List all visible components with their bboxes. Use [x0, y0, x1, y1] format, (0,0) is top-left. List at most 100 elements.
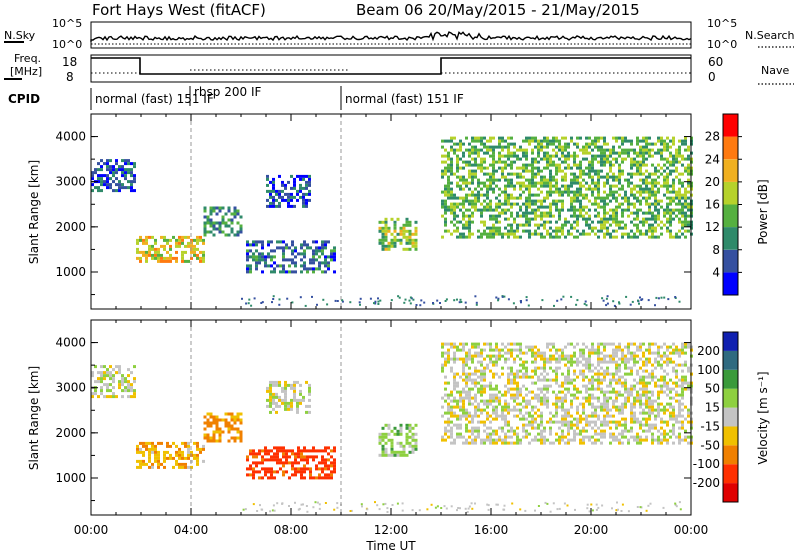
echo-cell [399, 232, 403, 236]
echo-cell [555, 139, 558, 143]
echo-cell [504, 226, 507, 230]
echo-cell [405, 241, 409, 245]
echo-cell [303, 464, 306, 468]
echo-cell [471, 441, 474, 445]
echo-cell [492, 441, 495, 445]
echo-cell [465, 208, 468, 212]
echo-cell [302, 177, 305, 181]
echo-cell [645, 417, 648, 421]
echo-cell [127, 368, 130, 372]
echo-cell [136, 444, 139, 448]
echo-cell [597, 348, 600, 352]
echo-cell [552, 175, 555, 179]
echo-cell [516, 435, 519, 439]
echo-cell [471, 420, 474, 424]
echo-cell [453, 399, 456, 403]
echo-cell [333, 467, 336, 471]
echo-cell [492, 408, 495, 412]
echo-cell [525, 178, 528, 182]
echo-cell [624, 136, 627, 140]
echo-cell [567, 378, 570, 382]
echo-cell [642, 393, 645, 397]
echo-cell [555, 381, 558, 385]
echo-cell [477, 360, 480, 364]
echo-cell [564, 235, 567, 239]
echo-cell [630, 435, 633, 439]
ground-scatter-cell [386, 507, 389, 510]
echo-cell [510, 202, 513, 206]
echo-cell [639, 378, 642, 382]
echo-cell [687, 208, 690, 212]
echo-cell [384, 220, 388, 224]
echo-cell [621, 157, 624, 161]
echo-cell [585, 357, 588, 361]
echo-cell [408, 444, 412, 448]
echo-cell [591, 148, 594, 152]
echo-cell [97, 189, 100, 193]
echo-cell [501, 208, 504, 212]
echo-cell [133, 177, 136, 181]
echo-cell [537, 414, 540, 418]
echo-cell [549, 235, 552, 239]
echo-cell [315, 449, 318, 453]
echo-cell [468, 163, 471, 167]
echo-cell [627, 396, 630, 400]
echo-cell [528, 178, 531, 182]
echo-cell [175, 453, 178, 457]
echo-cell [525, 139, 528, 143]
echo-cell [525, 148, 528, 152]
echo-cell [522, 423, 525, 427]
echo-cell [525, 423, 528, 427]
echo-cell [447, 154, 450, 158]
echo-cell [681, 193, 684, 197]
echo-cell [618, 378, 621, 382]
echo-cell [678, 160, 681, 164]
echo-cell [639, 435, 642, 439]
echo-cell [603, 202, 606, 206]
echo-cell [600, 175, 603, 179]
echo-cell [582, 408, 585, 412]
echo-cell [199, 259, 202, 263]
echo-cell [684, 387, 687, 391]
echo-cell [633, 417, 636, 421]
echo-cell [507, 372, 510, 376]
echo-cell [651, 411, 654, 415]
echo-cell [471, 414, 474, 418]
echo-cell [130, 389, 133, 393]
echo-cell [672, 184, 675, 188]
echo-cell [540, 142, 543, 146]
echo-cell [654, 384, 657, 388]
echo-cell [534, 435, 537, 439]
echo-cell [588, 166, 591, 170]
echo-cell [172, 465, 175, 469]
echo-cell [612, 414, 615, 418]
echo-cell [112, 368, 115, 372]
echo-cell [633, 399, 636, 403]
echo-cell [531, 160, 534, 164]
echo-cell [561, 175, 564, 179]
echo-cell [287, 180, 290, 184]
echo-cell [516, 196, 519, 200]
echo-cell [402, 447, 406, 451]
echo-cell [642, 417, 645, 421]
echo-cell [678, 441, 681, 445]
echo-cell [510, 441, 513, 445]
echo-cell [546, 399, 549, 403]
echo-cell [291, 467, 294, 471]
echo-cell [681, 381, 684, 385]
echo-cell [465, 438, 468, 442]
echo-cell [609, 372, 612, 376]
echo-cell [278, 174, 281, 178]
echo-cell [600, 154, 603, 158]
echo-cell [258, 452, 261, 456]
echo-cell [267, 476, 270, 480]
echo-cell [648, 414, 651, 418]
echo-cell [621, 402, 624, 406]
ground-scatter-cell [549, 510, 552, 513]
echo-cell [597, 187, 600, 191]
echo-cell [687, 381, 690, 385]
echo-cell [564, 148, 567, 152]
echo-cell [648, 402, 651, 406]
echo-cell [510, 393, 513, 397]
echo-cell [450, 172, 453, 176]
